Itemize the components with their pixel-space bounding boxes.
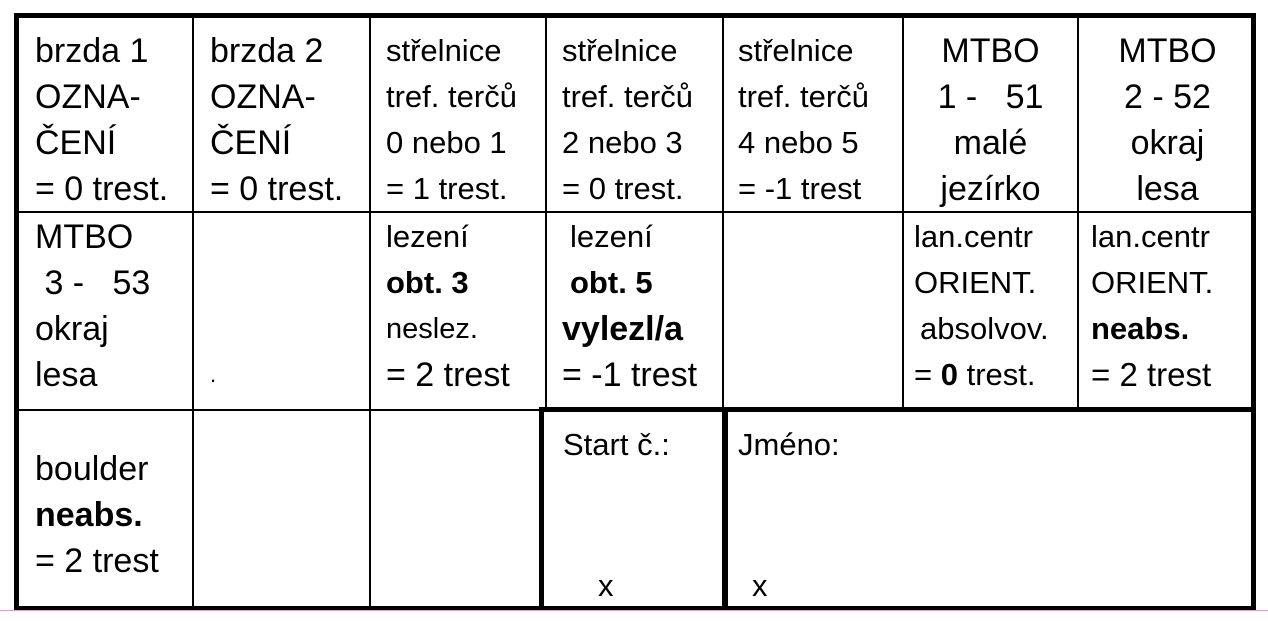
cell-line: MTBO [35,218,134,256]
score-card-table [14,13,1256,611]
cell-lezeni-obt-3: lezení obt. 3 neslez. = 2 trest [386,214,510,398]
cell-lezeni-obt-5: lezení obt. 5 vylezl/a = -1 trest [562,214,697,398]
cell-line: lesa [1136,170,1199,208]
cell-line-bold: obt. 3 [386,265,469,300]
cell-line [210,214,219,260]
cell-strelnice-0-1: střelnice tref. terčů 0 nebo 1 = 1 trest… [386,28,517,212]
cell-mtbo-3: MTBO 3 - 53 okraj lesa [35,214,150,398]
cell-lan-centr-absolvov: lan.centr ORIENT. absolvov. = 0 trest. [914,214,1049,398]
cell-line: ORIENT. [914,265,1037,300]
penalty-suffix: trest. [957,357,1036,392]
col-divider [192,13,194,611]
cell-line: okraj [1130,124,1205,162]
cell-line: = 2 trest [35,542,159,580]
cell-line: = 2 trest [386,356,510,394]
cell-mtbo-2: MTBO 2 - 52 okraj lesa [1079,28,1256,212]
cell-strelnice-4-5: střelnice tref. terčů 4 nebo 5 = -1 tres… [738,28,869,212]
start-number-mark: x [598,568,614,603]
cell-line: lan.centr [1091,219,1210,254]
cell-line: malé [953,124,1028,162]
cell-line-bold: neabs. [35,496,143,534]
cell-line: OZNA- [210,78,316,116]
cell-line: tref. terčů [386,79,517,114]
cell-line: lezení [386,219,469,254]
cell-line-bold: neabs. [1091,311,1190,346]
cell-line [210,306,219,352]
cell-line: jezírko [940,170,1041,208]
cell-line-bold: vylezl/a [562,310,683,348]
cell-strelnice-2-3: střelnice tref. terčů 2 nebo 3 = 0 trest… [562,28,693,212]
cell-line: ORIENT. [1091,265,1214,300]
cell-line: lan.centr [914,219,1033,254]
row-divider-thick [539,407,1256,412]
cell-line: střelnice [738,33,854,68]
cell-line: MTBO [941,32,1040,70]
cell-line: 3 - 53 [35,264,151,302]
cell-line: ČENÍ [210,124,292,162]
cell-mtbo-1: MTBO 1 - 51 malé jezírko [904,28,1077,212]
cell-lan-centr-neabs: lan.centr ORIENT. neabs. = 2 trest [1091,214,1213,398]
cell-line: 1 - 51 [937,78,1044,116]
start-box-right-border [722,407,728,611]
cell-line: = -1 trest [738,171,862,206]
cell-brzda-1: brzda 1 OZNA- ČENÍ = 0 trest. [35,28,168,212]
cell-line: tref. terčů [738,79,869,114]
col-divider [369,13,371,611]
cell-line: = 1 trest. [386,171,508,206]
cell-line: neslez. [386,313,478,345]
name-label: Jméno: [738,427,840,462]
cell-line: = 0 trest. [35,170,169,208]
cell-line: tref. terčů [562,79,693,114]
start-number-label: Start č.: [563,427,670,462]
cell-line: brzda 2 [210,32,324,70]
cell-line: 4 nebo 5 [738,125,859,160]
penalty-bold-zero: 0 [940,357,958,392]
row-divider [14,409,541,411]
cell-line: boulder [35,450,149,488]
cell-line: absolvov. [920,311,1049,346]
cell-line: střelnice [562,33,678,68]
cell-line-bold: obt. 5 [570,265,653,300]
cell-line: 2 - 52 [1124,78,1211,116]
cell-line: MTBO [1118,32,1217,70]
cell-line: lesa [35,356,98,394]
page-edge-line [0,610,1268,611]
cell-line: = 0 trest. [210,170,344,208]
cell-line: 0 nebo 1 [386,125,507,160]
row-divider [14,211,1256,213]
cell-empty-dot: . [210,214,219,398]
cell-brzda-2: brzda 2 OZNA- ČENÍ = 0 trest. [210,28,343,212]
cell-line: okraj [35,310,109,348]
cell-line: střelnice [386,33,502,68]
cell-line: lezení [570,219,653,254]
cell-line: = 0 trest. [562,171,684,206]
cell-boulder: boulder neabs. = 2 trest [35,446,159,584]
cell-line: OZNA- [35,78,141,116]
cell-line: 2 nebo 3 [562,125,683,160]
cell-line [210,260,219,306]
penalty-prefix: = [914,357,941,392]
cell-line: = 2 trest [1091,356,1212,393]
cell-line-penalty: = 0 trest. [914,352,1049,398]
cell-line: = -1 trest [562,356,698,394]
name-mark: x [752,568,768,603]
cell-line: ČENÍ [35,124,117,162]
cell-dot: . [210,362,217,387]
cell-line: brzda 1 [35,32,149,70]
start-box-left-border [539,407,544,611]
